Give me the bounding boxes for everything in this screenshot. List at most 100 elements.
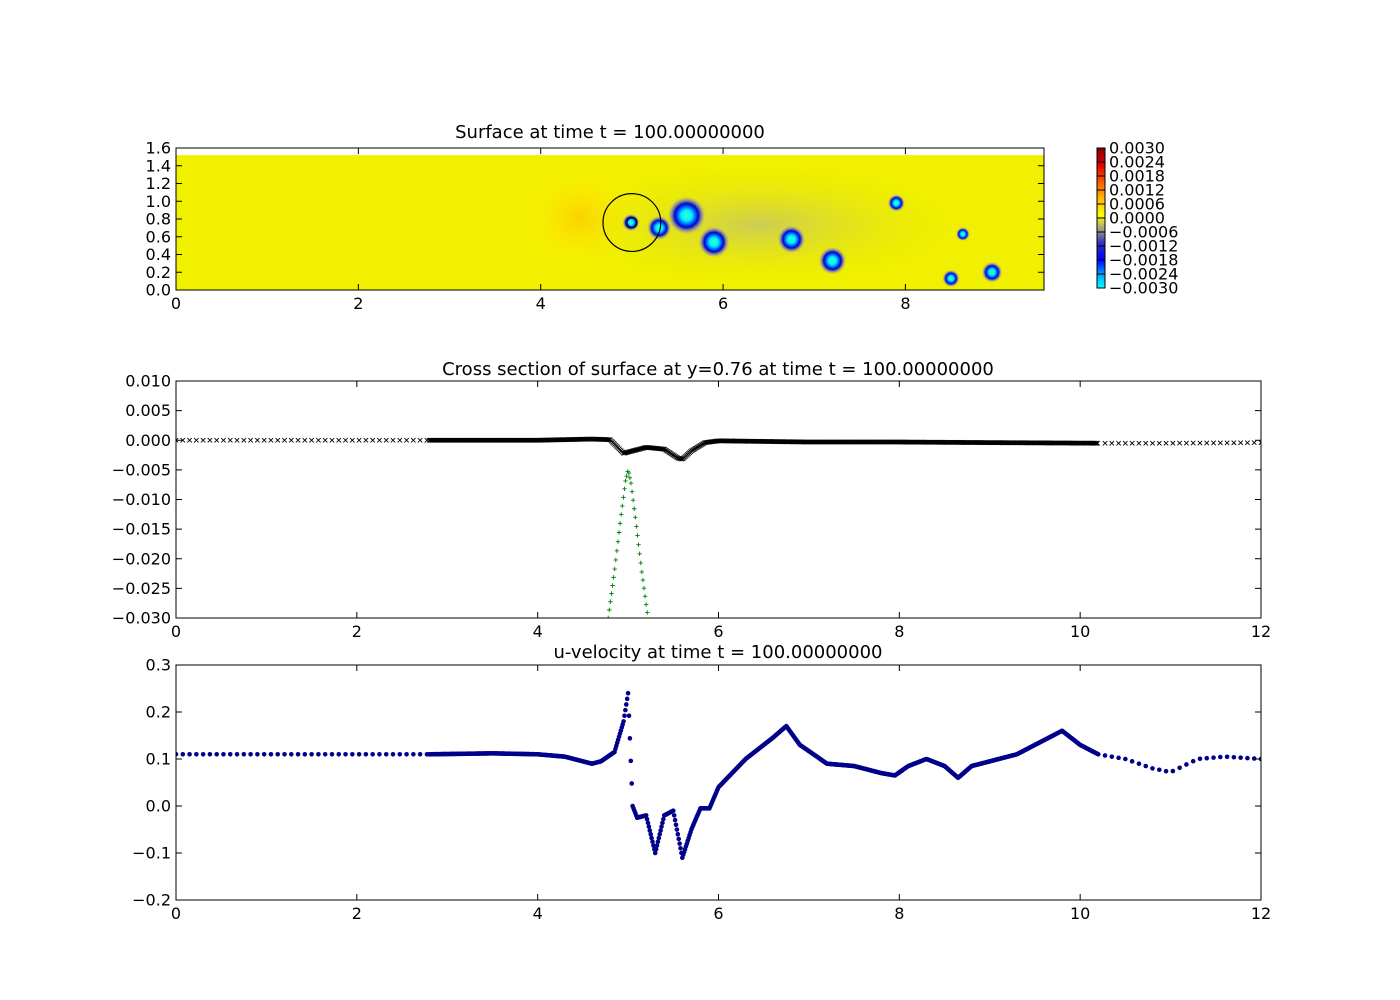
u-velocity-point [241,752,247,757]
u-velocity-ytick-label: 0.1 [146,750,171,769]
u-velocity-point [661,816,666,822]
u-velocity-point [626,713,632,719]
cross-section-ytick-label: −0.030 [112,609,171,628]
u-velocity-point [646,824,652,829]
u-velocity-ytick-label: −0.1 [132,844,171,863]
surface-elevation-point [363,437,369,443]
surface-ytick-label: 0.4 [146,245,171,264]
surface-elevation-point [1093,440,1099,446]
u-velocity-point [1150,766,1155,771]
u-velocity-point [621,719,626,724]
bathymetry-point [645,610,650,615]
heatmap-wake-region [560,165,960,285]
surface-elevation-point [1238,440,1244,446]
u-velocity-marks [176,690,1261,860]
colorbar-tick-label: 0.0000 [1109,209,1165,228]
surface-elevation-point [248,437,254,443]
cross-section-xtick-label: 6 [713,622,723,641]
surface-elevation-point [220,437,226,443]
surface-heatmap-panel: Surface at time t = 100.00000000 0 2 4 6 8 0.… [146,122,1179,313]
u-velocity-point [350,752,355,757]
surface-elevation-point [1136,440,1142,446]
u-velocity-point [1102,753,1108,758]
surface-ytick-label: 1.4 [146,156,171,175]
u-velocity-point [1231,754,1237,760]
surface-elevation-point [1122,440,1128,446]
surface-elevation-point [1109,440,1115,446]
bathymetry-point [622,486,627,492]
colorbar-tick-label: −0.0024 [1109,265,1178,284]
u-velocity-point [322,752,328,757]
u-velocity-point [623,702,629,707]
u-velocity-point [214,752,219,757]
cross-section-xtick-label: 4 [533,622,543,641]
u-velocity-point [1116,755,1121,761]
bathymetry-point [639,569,645,575]
u-velocity-xtick-label: 10 [1070,904,1090,923]
surface-elevation-point [1224,440,1230,446]
surface-elevation-point [207,437,213,443]
colorbar-tick-label: −0.0006 [1109,223,1178,242]
bathymetry-point [616,530,622,535]
colorbar-tick-label: −0.0012 [1109,237,1178,256]
surface-elevation-point [376,437,382,443]
heatmap-field [176,148,1044,290]
surface-elevation-point [187,437,193,443]
surface-axes: 0 2 4 6 8 0.00.20.40.60.81.01.21.41.6 [146,139,1044,313]
surface-elevation-point [288,437,294,443]
cross-section-xtick-label: 8 [894,622,904,641]
u-velocity-point [370,752,375,757]
u-velocity-point [1123,756,1128,762]
u-velocity-point [302,752,308,757]
u-velocity-xtick-label: 12 [1251,904,1271,923]
u-velocity-point [1184,762,1189,767]
u-velocity-point [648,831,653,837]
cross-section-xtick-label: 2 [352,622,362,641]
vortex-spot [777,225,806,254]
surface-elevation-point [1095,440,1101,446]
u-velocity-point [658,828,663,833]
surface-elevation-point [329,437,335,443]
surface-elevation-point [176,437,179,443]
u-velocity-point [227,752,233,757]
bathymetry-point [619,512,624,517]
u-velocity-point [282,752,287,757]
u-velocity-point [1245,755,1250,761]
surface-elevation-point [254,437,260,443]
u-velocity-point [1211,755,1216,760]
colorbar-tick-label: 0.0030 [1109,139,1165,158]
u-velocity-point [187,752,192,757]
u-velocity-point [652,850,658,856]
u-velocity-point [623,707,628,713]
u-velocity-point [650,839,655,845]
u-velocity-point [261,752,267,757]
surface-elevation-point [180,437,186,443]
u-velocity-point [1177,765,1182,771]
cross-section-ytick-label: 0.000 [125,431,171,450]
bathymetry-point [617,521,623,526]
surface-elevation-point [241,437,247,443]
surface-ytick-label: 0.2 [146,263,171,282]
bathymetry-point [612,566,617,572]
cylinder-outline-circle [602,193,662,253]
u-velocity-point [647,828,653,833]
surface-xtick-label: 0 [171,294,181,313]
bathymetry-point [633,515,638,520]
u-velocity-point [670,808,676,813]
bathymetry-point [613,557,618,563]
bathymetry-point [634,524,639,529]
heatmap-domain-top-band [176,148,1044,156]
bathymetry-point [624,473,629,479]
u-velocity-point [1109,754,1115,759]
u-velocity-ytick-label: 0.3 [146,656,171,675]
u-velocity-panel: u-velocity at time t = 100.00000000 0 2 4 6… [132,642,1271,923]
u-velocity-point [1163,768,1169,774]
surface-elevation-point [1170,440,1176,446]
surface-elevation-point [1156,440,1162,446]
u-velocity-point [295,752,301,757]
surface-elevation-point [1204,440,1210,446]
u-velocity-point [671,813,677,818]
surface-elevation-point [1129,440,1135,446]
surface-elevation-point [1211,440,1217,446]
